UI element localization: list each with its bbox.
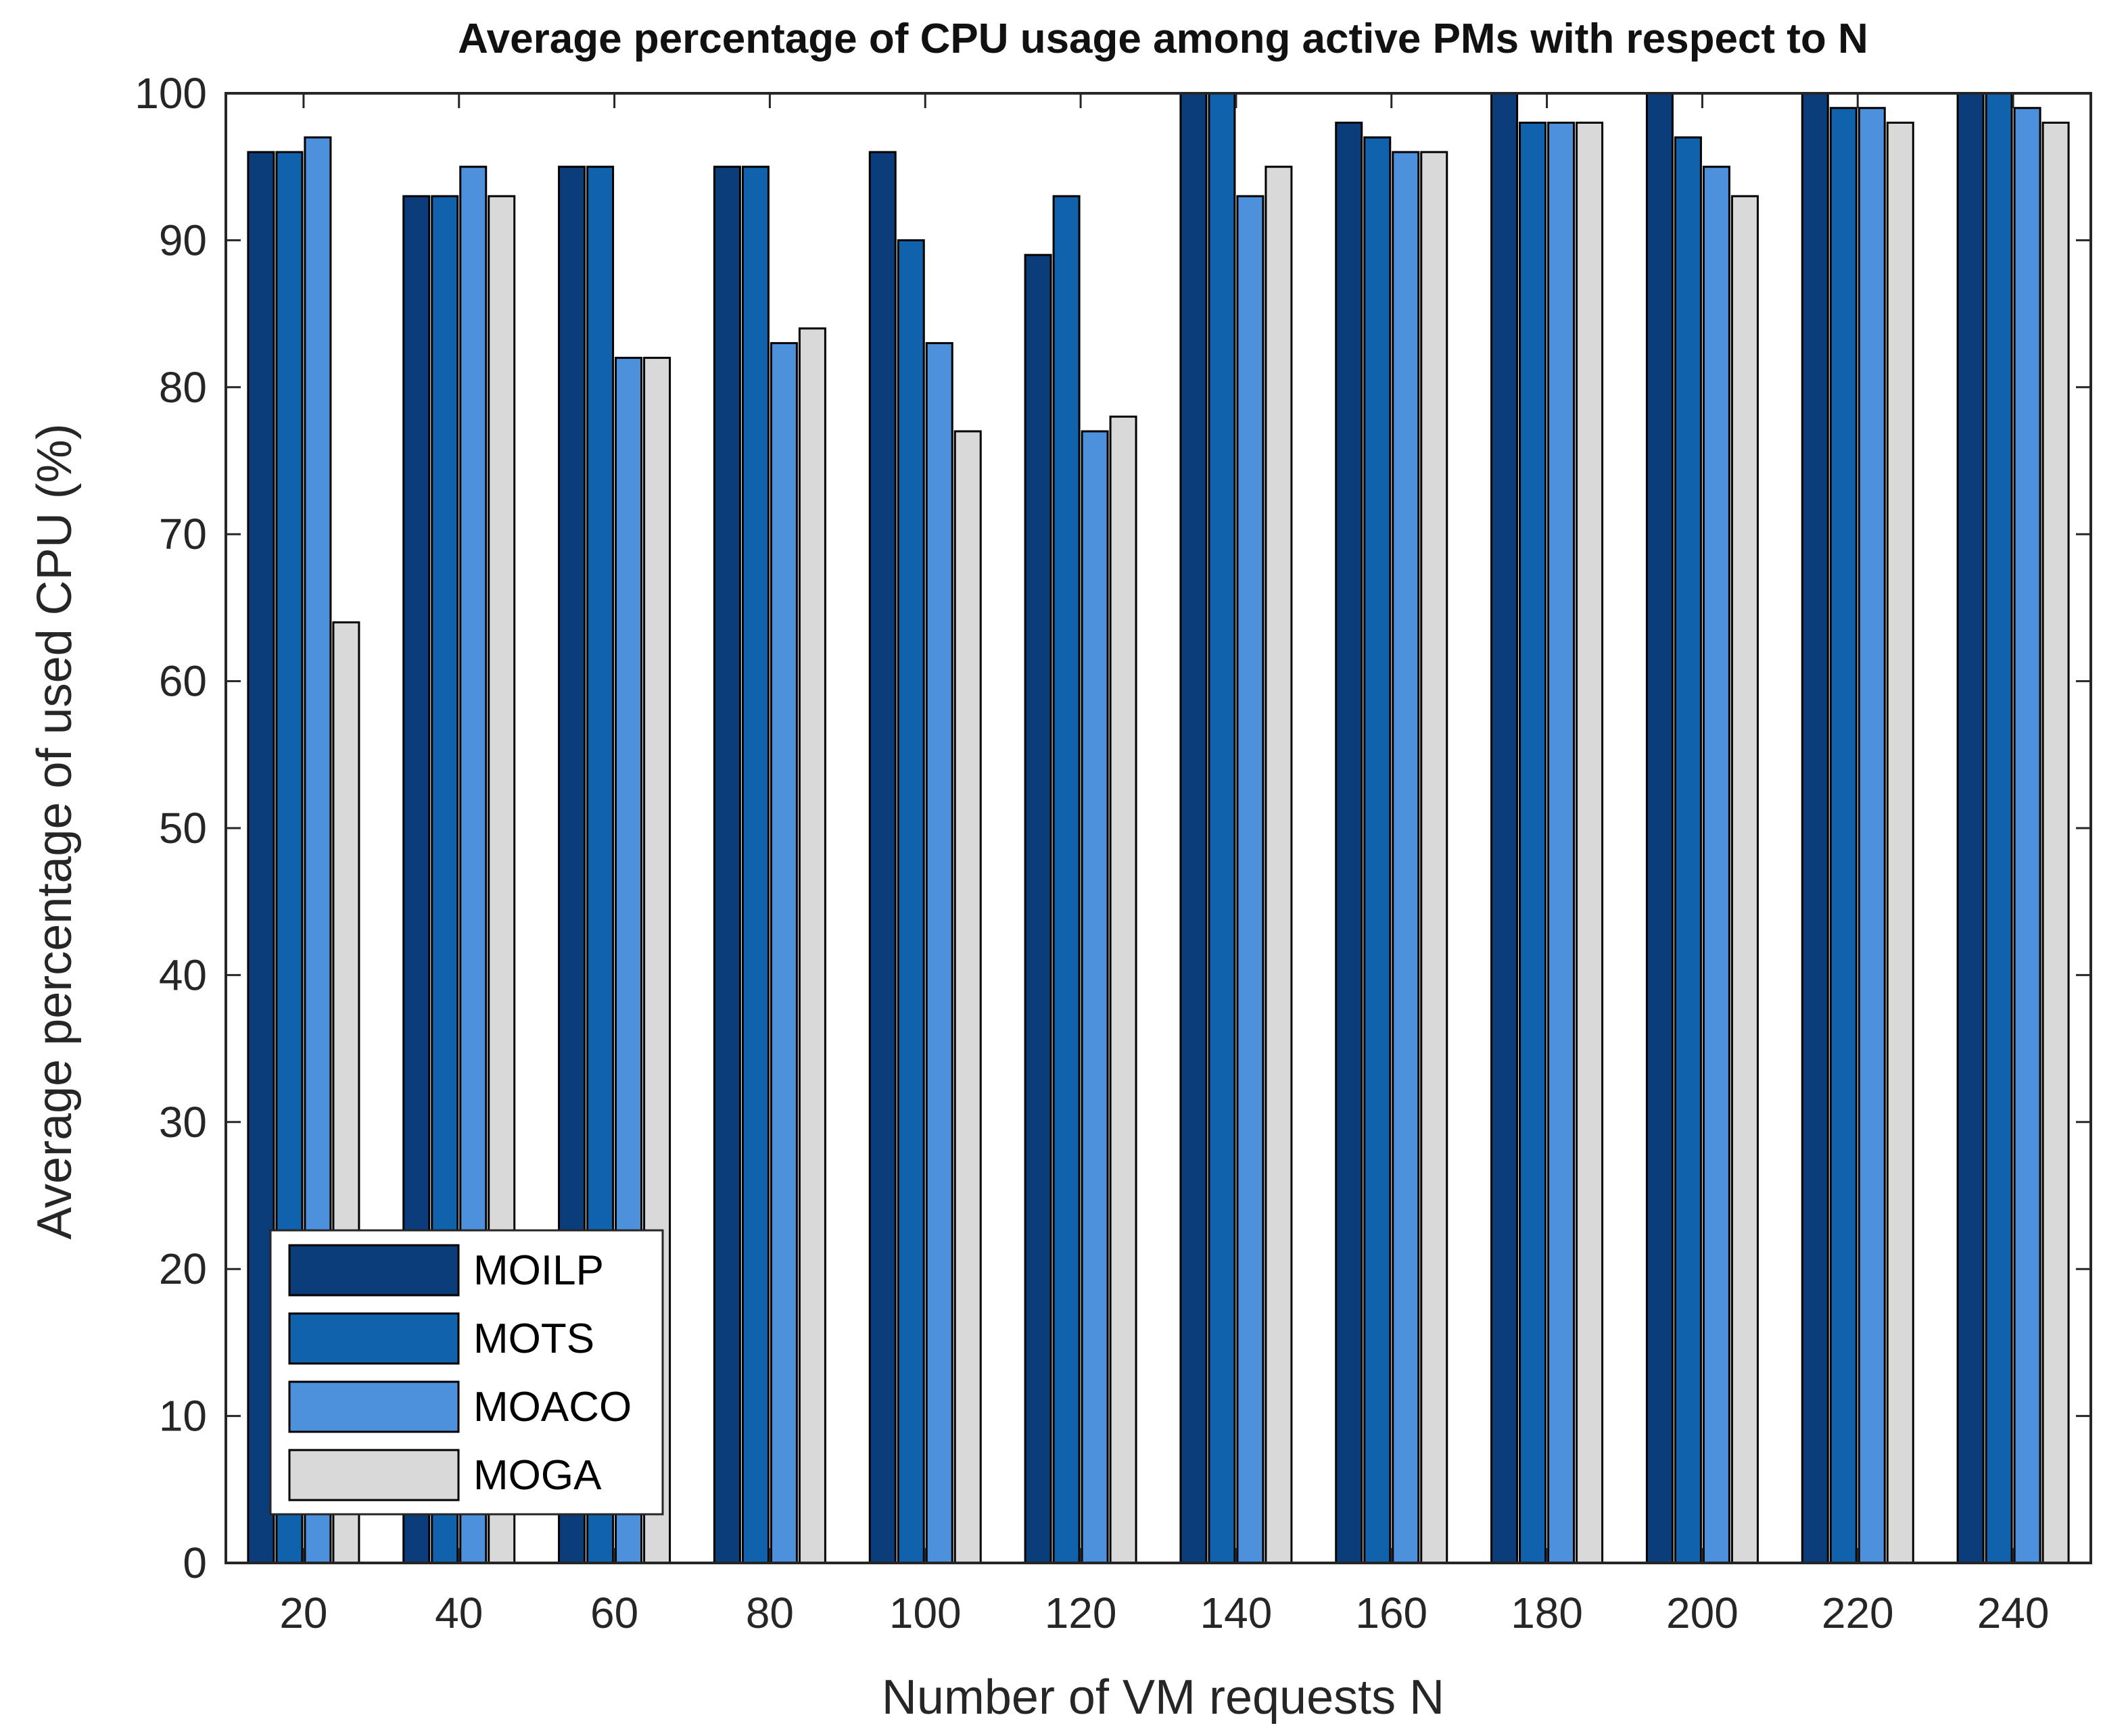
bar-mots-120 (1052, 195, 1081, 1564)
bar-moilp-220 (1801, 92, 1829, 1564)
y-tick-label-10: 10 (159, 1392, 207, 1441)
bar-mots-220 (1829, 107, 1858, 1564)
bar-moga-180 (1576, 121, 1604, 1564)
bar-moaco-120 (1081, 430, 1109, 1564)
bar-moaco-180 (1547, 121, 1576, 1564)
x-tick-label-200: 200 (1666, 1589, 1739, 1637)
bar-mots-100 (897, 239, 925, 1564)
bar-moaco-100 (925, 342, 953, 1564)
bar-moga-120 (1109, 415, 1137, 1564)
legend-swatch-moilp (288, 1244, 460, 1297)
x-tick-label-140: 140 (1200, 1589, 1273, 1637)
y-tick-label-40: 40 (159, 950, 207, 999)
y-tick-label-90: 90 (159, 216, 207, 264)
x-tick-label-160: 160 (1355, 1589, 1427, 1637)
x-tick-label-100: 100 (889, 1589, 962, 1637)
bar-moilp-240 (1956, 92, 1985, 1564)
x-tick-label-20: 20 (279, 1589, 327, 1637)
y-tick-label-100: 100 (135, 69, 207, 118)
y-tick-label-30: 30 (159, 1098, 207, 1147)
legend: MOILP MOTS MOACO MOGA (269, 1229, 664, 1516)
x-tick-label-80: 80 (746, 1589, 794, 1637)
y-tick-label-80: 80 (159, 363, 207, 412)
legend-swatch-moaco (288, 1380, 460, 1433)
bar-moaco-220 (1858, 107, 1886, 1564)
y-tick-label-60: 60 (159, 657, 207, 706)
y-tick-label-20: 20 (159, 1245, 207, 1293)
legend-label-moilp: MOILP (473, 1247, 604, 1294)
bar-moga-80 (798, 327, 826, 1564)
bar-mots-160 (1363, 136, 1392, 1564)
bar-moilp-200 (1645, 92, 1674, 1564)
bar-mots-240 (1985, 92, 2013, 1564)
bar-moaco-200 (1702, 166, 1730, 1564)
bar-moilp-100 (868, 151, 897, 1564)
bar-moaco-140 (1236, 195, 1265, 1564)
bar-moilp-140 (1179, 92, 1208, 1564)
bar-moilp-180 (1490, 92, 1519, 1564)
x-tick-label-180: 180 (1511, 1589, 1583, 1637)
bar-moilp-80 (713, 166, 741, 1564)
bar-moga-220 (1886, 121, 1914, 1564)
y-tick-label-0: 0 (183, 1539, 207, 1587)
y-tick-label-70: 70 (159, 510, 207, 558)
legend-label-mots: MOTS (473, 1316, 594, 1362)
legend-swatch-mots (288, 1312, 460, 1365)
bar-moga-140 (1265, 166, 1293, 1564)
bar-mots-140 (1208, 92, 1236, 1564)
y-axis-label: Average percentage of used CPU (%) (28, 423, 82, 1239)
legend-label-moga: MOGA (473, 1452, 602, 1499)
bar-mots-200 (1674, 136, 1702, 1564)
bar-moga-240 (2041, 121, 2070, 1564)
bar-moga-100 (953, 430, 982, 1564)
axes-box (225, 92, 2092, 1564)
legend-label-moaco: MOACO (473, 1384, 632, 1430)
x-tick-label-40: 40 (435, 1589, 483, 1637)
x-tick-label-220: 220 (1822, 1589, 1894, 1637)
y-tick-label-50: 50 (159, 804, 207, 852)
x-axis-label: Number of VM requests N (882, 1670, 1444, 1725)
bar-moga-200 (1730, 195, 1759, 1564)
bar-moaco-80 (770, 342, 798, 1564)
x-tick-label-60: 60 (590, 1589, 638, 1637)
bar-moga-160 (1420, 151, 1448, 1564)
x-tick-label-240: 240 (1977, 1589, 2050, 1637)
bar-moilp-120 (1024, 254, 1052, 1564)
x-tick-label-120: 120 (1045, 1589, 1117, 1637)
bar-mots-80 (741, 166, 770, 1564)
bar-moilp-160 (1335, 121, 1363, 1564)
legend-swatch-moga (288, 1449, 460, 1501)
bar-mots-180 (1519, 121, 1547, 1564)
bar-moaco-240 (2013, 107, 2041, 1564)
chart-title: Average percentage of CPU usage among ac… (458, 16, 1868, 62)
bar-moaco-160 (1392, 151, 1420, 1564)
